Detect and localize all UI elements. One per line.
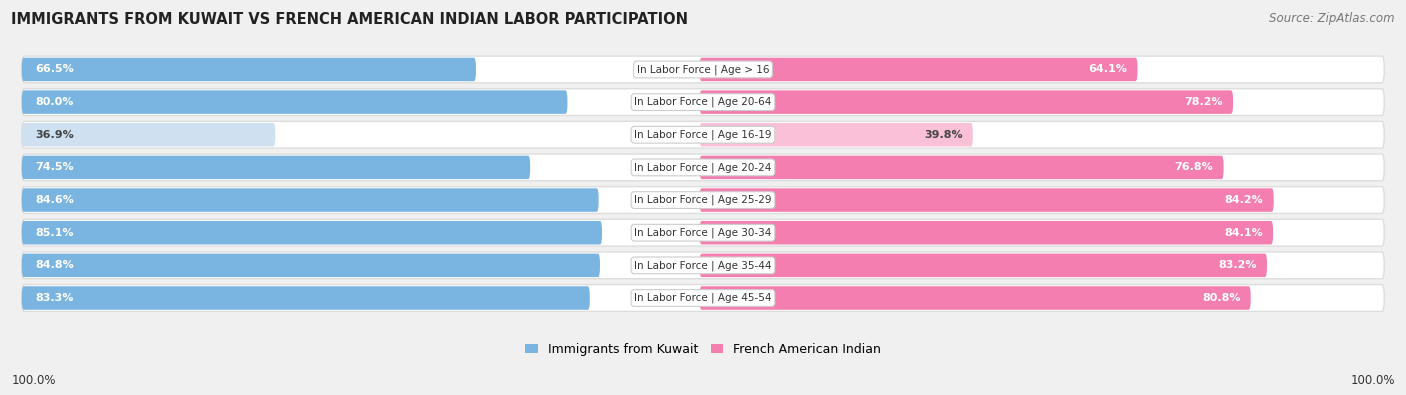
FancyBboxPatch shape	[21, 89, 1385, 115]
FancyBboxPatch shape	[700, 90, 1233, 114]
FancyBboxPatch shape	[21, 154, 1385, 181]
FancyBboxPatch shape	[21, 252, 1385, 279]
Legend: Immigrants from Kuwait, French American Indian: Immigrants from Kuwait, French American …	[524, 343, 882, 356]
FancyBboxPatch shape	[21, 254, 600, 277]
Text: In Labor Force | Age 30-34: In Labor Force | Age 30-34	[634, 228, 772, 238]
Text: 36.9%: 36.9%	[35, 130, 75, 140]
Text: In Labor Force | Age 20-24: In Labor Force | Age 20-24	[634, 162, 772, 173]
FancyBboxPatch shape	[21, 156, 530, 179]
FancyBboxPatch shape	[21, 56, 1385, 83]
FancyBboxPatch shape	[21, 123, 276, 147]
Text: 84.6%: 84.6%	[35, 195, 75, 205]
FancyBboxPatch shape	[700, 286, 1251, 310]
Text: In Labor Force | Age 25-29: In Labor Force | Age 25-29	[634, 195, 772, 205]
Text: 100.0%: 100.0%	[1350, 374, 1395, 387]
Text: 64.1%: 64.1%	[1088, 64, 1128, 74]
Text: In Labor Force | Age 45-54: In Labor Force | Age 45-54	[634, 293, 772, 303]
Text: In Labor Force | Age 35-44: In Labor Force | Age 35-44	[634, 260, 772, 271]
FancyBboxPatch shape	[21, 221, 602, 245]
FancyBboxPatch shape	[700, 221, 1272, 245]
FancyBboxPatch shape	[700, 254, 1267, 277]
FancyBboxPatch shape	[21, 285, 1385, 311]
FancyBboxPatch shape	[21, 90, 568, 114]
Text: 39.8%: 39.8%	[924, 130, 963, 140]
Text: In Labor Force | Age > 16: In Labor Force | Age > 16	[637, 64, 769, 75]
Text: 83.3%: 83.3%	[35, 293, 73, 303]
Text: 84.8%: 84.8%	[35, 260, 75, 270]
FancyBboxPatch shape	[700, 123, 973, 147]
FancyBboxPatch shape	[21, 58, 475, 81]
FancyBboxPatch shape	[700, 58, 1137, 81]
Text: 83.2%: 83.2%	[1218, 260, 1257, 270]
Text: In Labor Force | Age 20-64: In Labor Force | Age 20-64	[634, 97, 772, 107]
Text: 100.0%: 100.0%	[11, 374, 56, 387]
FancyBboxPatch shape	[21, 188, 599, 212]
FancyBboxPatch shape	[700, 188, 1274, 212]
Text: 84.2%: 84.2%	[1225, 195, 1264, 205]
Text: 66.5%: 66.5%	[35, 64, 75, 74]
Text: 85.1%: 85.1%	[35, 228, 75, 238]
Text: 74.5%: 74.5%	[35, 162, 75, 172]
FancyBboxPatch shape	[21, 121, 1385, 148]
Text: 76.8%: 76.8%	[1174, 162, 1213, 172]
Text: 80.8%: 80.8%	[1202, 293, 1240, 303]
FancyBboxPatch shape	[21, 219, 1385, 246]
Text: Source: ZipAtlas.com: Source: ZipAtlas.com	[1270, 12, 1395, 25]
FancyBboxPatch shape	[21, 187, 1385, 213]
FancyBboxPatch shape	[700, 156, 1223, 179]
Text: IMMIGRANTS FROM KUWAIT VS FRENCH AMERICAN INDIAN LABOR PARTICIPATION: IMMIGRANTS FROM KUWAIT VS FRENCH AMERICA…	[11, 12, 689, 27]
FancyBboxPatch shape	[21, 286, 589, 310]
Text: 78.2%: 78.2%	[1184, 97, 1223, 107]
Text: In Labor Force | Age 16-19: In Labor Force | Age 16-19	[634, 130, 772, 140]
Text: 80.0%: 80.0%	[35, 97, 73, 107]
Text: 84.1%: 84.1%	[1225, 228, 1263, 238]
